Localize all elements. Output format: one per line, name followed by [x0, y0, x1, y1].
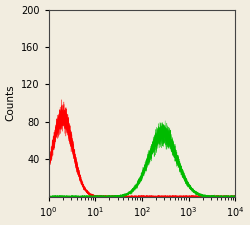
Y-axis label: Counts: Counts: [6, 85, 16, 122]
